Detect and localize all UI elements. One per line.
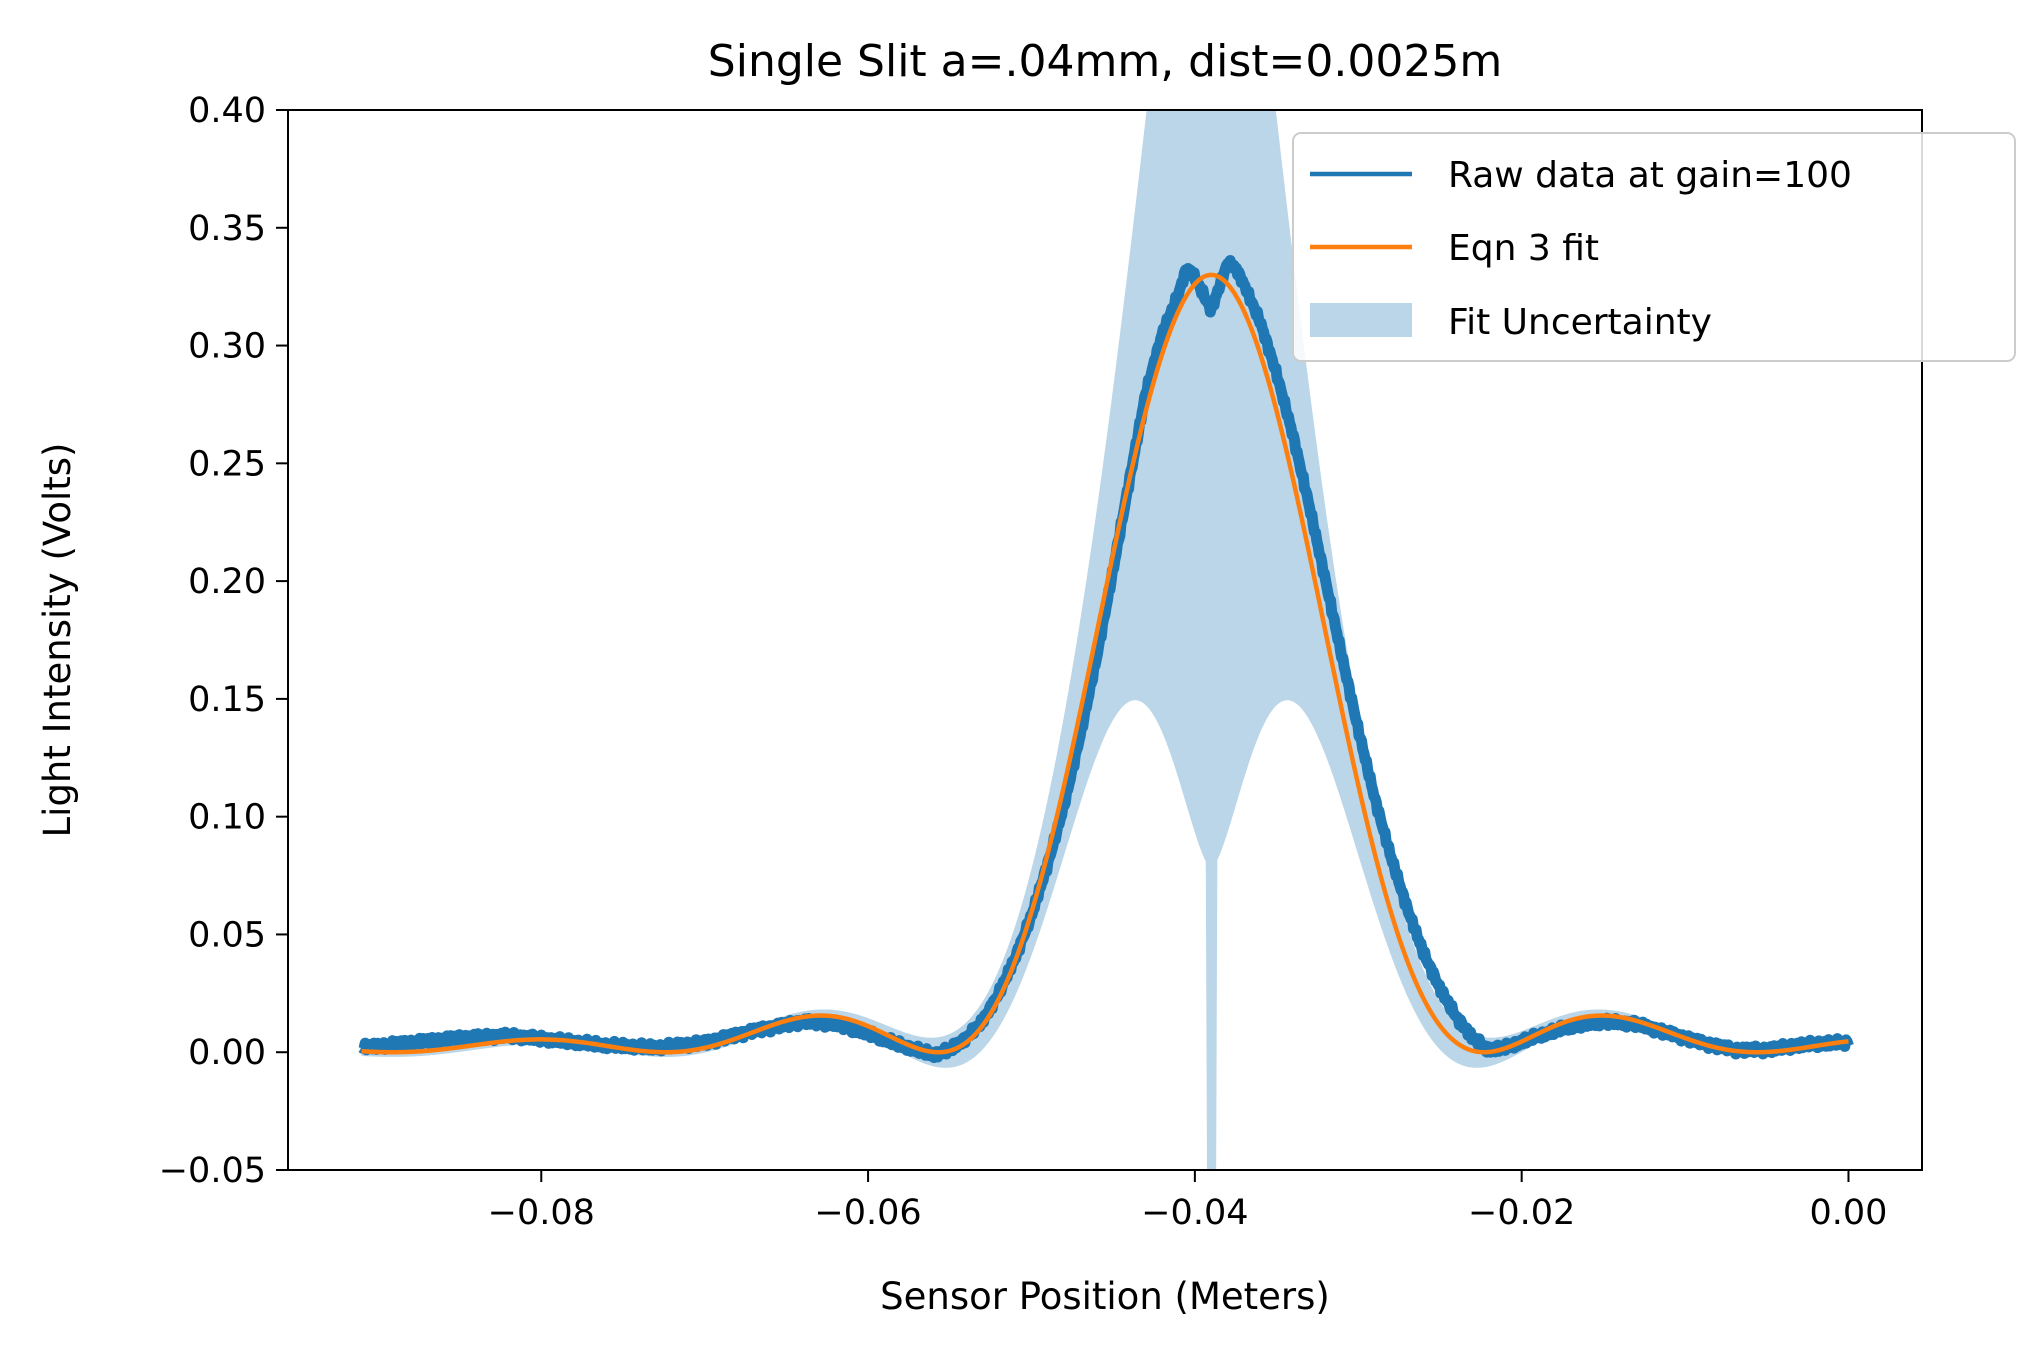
y-tick-label: 0.40 [188,91,266,131]
y-tick-label: 0.30 [188,327,266,367]
y-tick-label: 0.05 [188,915,266,955]
legend: Raw data at gain=100 Eqn 3 fit Fit Uncer… [1292,132,2016,362]
x-tick-label: −0.02 [1468,1193,1575,1233]
y-tick-label: 0.35 [188,209,266,249]
x-tick-label: −0.04 [1141,1193,1248,1233]
y-tick-label: 0.15 [188,680,266,720]
x-axis-label: Sensor Position (Meters) [880,1275,1330,1318]
legend-box [1292,132,2016,362]
legend-band-swatch [1310,303,1412,337]
y-axis-label: Light Intensity (Volts) [36,443,79,838]
x-tick-label: −0.06 [814,1193,921,1233]
x-tick-label: −0.08 [488,1193,595,1233]
fit-line [360,272,1850,1055]
y-tick-label: −0.05 [159,1151,266,1191]
legend-raw-label: Raw data at gain=100 [1448,155,1852,196]
plot-frame [287,109,1923,1171]
y-axis-ticks: −0.05 0.00 0.05 0.10 0.15 0.20 0.25 0.30 0.35 0.4… [159,91,288,1191]
y-tick-label: 0.20 [188,562,266,602]
plot-area [357,110,1854,1170]
x-axis-ticks: −0.08 −0.06 −0.04 −0.02 0.00 [488,1170,1888,1233]
y-tick-label: 0.00 [188,1033,266,1073]
y-tick-label: 0.10 [188,798,266,838]
x-tick-label: 0.00 [1810,1193,1888,1233]
legend-band-label: Fit Uncertainty [1448,302,1712,343]
chart-title: Single Slit a=.04mm, dist=0.0025m [708,36,1502,87]
legend-fit-label: Eqn 3 fit [1448,228,1599,269]
y-tick-label: 0.25 [188,444,266,484]
